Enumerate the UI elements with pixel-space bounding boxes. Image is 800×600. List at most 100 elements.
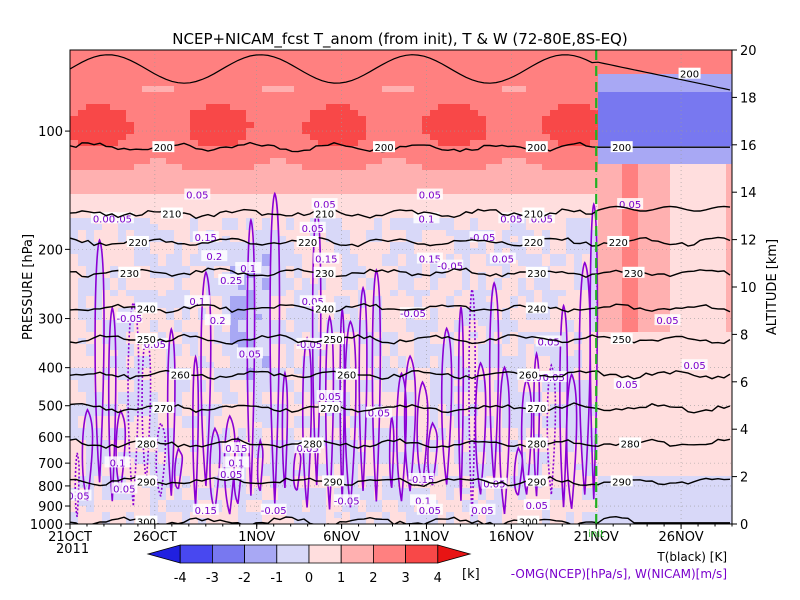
anomaly-cell bbox=[238, 212, 247, 219]
anomaly-cell bbox=[158, 452, 167, 459]
anomaly-cell bbox=[294, 272, 303, 279]
anomaly-cell bbox=[230, 140, 239, 147]
anomaly-cell bbox=[198, 476, 207, 483]
anomaly-cell bbox=[398, 392, 407, 399]
anomaly-cell bbox=[542, 416, 551, 423]
anomaly-cell bbox=[382, 326, 391, 333]
anomaly-cell bbox=[462, 176, 471, 183]
anomaly-cell bbox=[462, 404, 471, 411]
anomaly-cell bbox=[318, 242, 327, 249]
anomaly-cell bbox=[318, 398, 327, 405]
anomaly-cell bbox=[70, 368, 79, 375]
anomaly-cell bbox=[102, 290, 111, 297]
anomaly-cell bbox=[270, 452, 279, 459]
anomaly-cell bbox=[158, 374, 167, 381]
anomaly-cell bbox=[246, 80, 255, 87]
anomaly-cell bbox=[526, 230, 535, 237]
anomaly-cell bbox=[462, 152, 471, 159]
anomaly-cell bbox=[158, 266, 167, 273]
anomaly-cell bbox=[462, 506, 471, 513]
anomaly-cell bbox=[350, 392, 359, 399]
anomaly-cell bbox=[558, 170, 567, 177]
anomaly-cell bbox=[326, 62, 335, 69]
anomaly-cell bbox=[542, 254, 551, 261]
anomaly-cell bbox=[174, 512, 183, 519]
anomaly-cell bbox=[398, 362, 407, 369]
anomaly-cell bbox=[414, 338, 423, 345]
anomaly-cell bbox=[286, 188, 295, 195]
anomaly-cell bbox=[366, 188, 375, 195]
anomaly-cell bbox=[294, 410, 303, 417]
anomaly-cell bbox=[238, 62, 247, 69]
anomaly-cell bbox=[126, 116, 135, 123]
anomaly-cell bbox=[438, 134, 447, 141]
anomaly-cell bbox=[262, 452, 271, 459]
anomaly-cell bbox=[478, 164, 487, 171]
anomaly-cell bbox=[486, 86, 495, 93]
anomaly-cell bbox=[222, 68, 231, 75]
anomaly-cell bbox=[526, 356, 535, 363]
anomaly-cell bbox=[158, 248, 167, 255]
anomaly-cell bbox=[190, 152, 199, 159]
anomaly-cell bbox=[94, 518, 103, 524]
anomaly-cell bbox=[398, 326, 407, 333]
anomaly-cell bbox=[238, 92, 247, 99]
anomaly-cell bbox=[558, 260, 567, 267]
anomaly-cell bbox=[230, 248, 239, 255]
anomaly-cell bbox=[270, 80, 279, 87]
anomaly-cell bbox=[414, 266, 423, 273]
anomaly-cell bbox=[158, 356, 167, 363]
anomaly-cell bbox=[382, 398, 391, 405]
anomaly-cell bbox=[566, 152, 575, 159]
anomaly-cell bbox=[198, 488, 207, 495]
anomaly-cell bbox=[286, 194, 295, 201]
anomaly-cell bbox=[406, 236, 415, 243]
anomaly-cell bbox=[374, 332, 383, 339]
anomaly-cell bbox=[94, 62, 103, 69]
anomaly-cell bbox=[270, 152, 279, 159]
anomaly-cell bbox=[302, 134, 311, 141]
anomaly-cell bbox=[462, 206, 471, 213]
anomaly-cell bbox=[462, 458, 471, 465]
anomaly-cell bbox=[222, 50, 231, 57]
anomaly-cell bbox=[398, 434, 407, 441]
anomaly-cell bbox=[526, 278, 535, 285]
anomaly-cell bbox=[198, 62, 207, 69]
anomaly-cell bbox=[462, 104, 471, 111]
anomaly-cell bbox=[78, 224, 87, 231]
anomaly-cell bbox=[422, 146, 431, 153]
anomaly-cell bbox=[430, 308, 439, 315]
anomaly-cell bbox=[350, 464, 359, 471]
anomaly-cell bbox=[414, 284, 423, 291]
anomaly-cell bbox=[238, 404, 247, 411]
anomaly-cell bbox=[262, 320, 271, 327]
anomaly-cell bbox=[390, 332, 399, 339]
anomaly-cell bbox=[246, 86, 255, 93]
anomaly-cell bbox=[462, 182, 471, 189]
anomaly-cell bbox=[190, 350, 199, 357]
anomaly-cell bbox=[302, 410, 311, 417]
anomaly-cell bbox=[526, 326, 535, 333]
anomaly-cell bbox=[110, 164, 119, 171]
anomaly-cell bbox=[230, 296, 239, 303]
anomaly-cell bbox=[462, 296, 471, 303]
anomaly-cell bbox=[126, 422, 135, 429]
anomaly-cell bbox=[86, 242, 95, 249]
anomaly-cell bbox=[126, 338, 135, 345]
anomaly-cell bbox=[126, 176, 135, 183]
anomaly-cell bbox=[182, 254, 191, 261]
anomaly-cell bbox=[158, 224, 167, 231]
anomaly-cell bbox=[390, 506, 399, 513]
anomaly-cell bbox=[126, 50, 135, 57]
anomaly-cell bbox=[166, 380, 175, 387]
anomaly-cell bbox=[566, 116, 575, 123]
anomaly-cell bbox=[486, 188, 495, 195]
anomaly-cell bbox=[406, 380, 415, 387]
anomaly-cell bbox=[438, 326, 447, 333]
anomaly-cell bbox=[166, 314, 175, 321]
anomaly-cell bbox=[214, 398, 223, 405]
anomaly-cell bbox=[334, 236, 343, 243]
anomaly-cell bbox=[334, 344, 343, 351]
anomaly-cell bbox=[318, 410, 327, 417]
anomaly-cell bbox=[222, 392, 231, 399]
